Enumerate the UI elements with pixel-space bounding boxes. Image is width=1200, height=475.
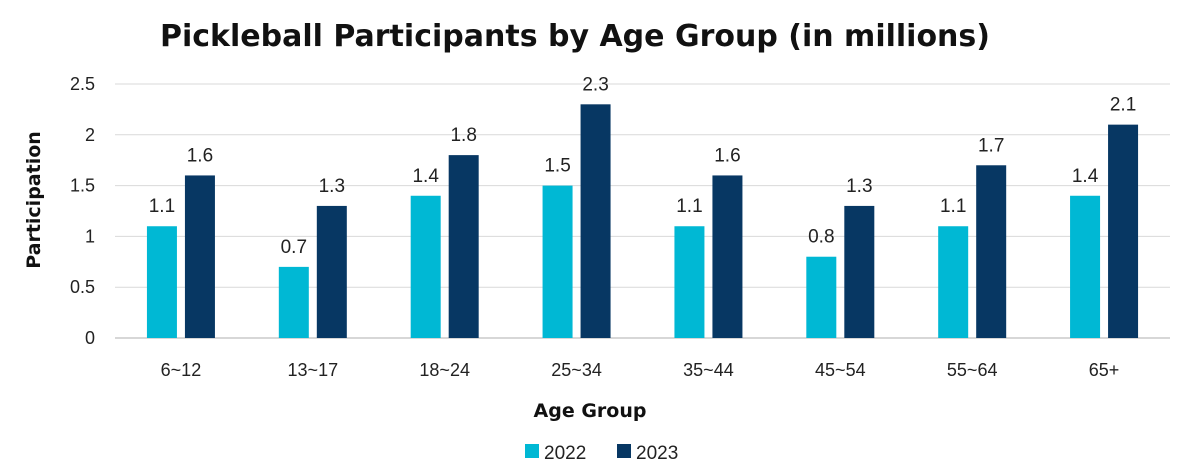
chart-title: Pickleball Participants by Age Group (in…: [160, 19, 990, 54]
bar-2023-45~54: [844, 205, 875, 338]
bar-2023-65+: [1108, 124, 1139, 338]
data-label: 1.4: [412, 166, 439, 187]
bar-2023-25~34: [580, 104, 611, 338]
x-tick-label: 65+: [1089, 360, 1120, 380]
data-label: 0.7: [281, 237, 307, 258]
data-label: 1.1: [676, 196, 702, 217]
x-tick-label: 45~54: [815, 360, 866, 380]
x-axis-ticks: 6~12 13~17 18~24 25~34 35~44 45~54 55~64 65+: [161, 360, 1120, 380]
x-axis-title: Age Group: [534, 400, 647, 422]
y-tick-label: 1.5: [70, 176, 95, 196]
x-tick-label: 13~17: [288, 360, 339, 380]
bars: [146, 104, 1139, 338]
y-tick-label: 2.5: [70, 74, 95, 94]
data-label: 1.8: [450, 125, 476, 146]
data-label: 1.4: [1072, 166, 1099, 187]
x-tick-label: 18~24: [419, 360, 470, 380]
bar-2022-35~44: [674, 226, 705, 338]
gridlines: [115, 83, 1170, 339]
data-label: 1.6: [187, 145, 213, 166]
bar-2022-25~34: [542, 185, 573, 338]
data-label: 1.3: [319, 176, 345, 197]
data-label: 2.1: [1110, 95, 1136, 116]
bar-2022-45~54: [806, 256, 837, 338]
x-tick-label: 6~12: [161, 360, 202, 380]
data-label: 1.1: [940, 196, 966, 217]
legend-swatch-2022: [525, 444, 539, 458]
bar-2022-6~12: [146, 226, 177, 338]
y-tick-label: 2: [85, 125, 95, 145]
legend: 2022 2023: [525, 443, 678, 464]
y-tick-label: 0.5: [70, 277, 95, 297]
y-tick-label: 1: [85, 226, 95, 246]
data-label: 1.5: [544, 156, 570, 177]
x-tick-label: 35~44: [683, 360, 734, 380]
y-axis-ticks: 0 0.5 1 1.5 2 2.5: [70, 74, 95, 348]
y-axis-title: Participation: [23, 131, 45, 269]
data-label: 2.3: [582, 74, 608, 95]
legend-label: 2023: [636, 443, 678, 464]
bar-2022-18~24: [410, 195, 441, 338]
bar-2023-35~44: [712, 175, 743, 338]
data-label: 1.1: [149, 196, 175, 217]
data-labels: 1.1 1.6 0.7 1.3 1.4 1.8 1.5 2.3 1.1 1.6 0.8 1.3 1.1 1…: [149, 74, 1137, 258]
bar-2023-6~12: [184, 175, 215, 338]
legend-label: 2022: [544, 443, 586, 464]
y-tick-label: 0: [85, 328, 95, 348]
bar-2023-13~17: [316, 205, 347, 338]
data-label: 1.6: [714, 145, 740, 166]
data-label: 1.3: [846, 176, 872, 197]
x-tick-label: 55~64: [947, 360, 998, 380]
legend-swatch-2023: [617, 444, 631, 458]
bar-2022-13~17: [278, 266, 309, 338]
bar-2022-55~64: [938, 226, 969, 338]
bar-2023-55~64: [976, 165, 1007, 338]
data-label: 1.7: [978, 135, 1004, 156]
x-tick-label: 25~34: [551, 360, 602, 380]
bar-2022-65+: [1070, 195, 1101, 338]
bar-2023-18~24: [448, 155, 479, 338]
data-label: 0.8: [808, 227, 834, 248]
